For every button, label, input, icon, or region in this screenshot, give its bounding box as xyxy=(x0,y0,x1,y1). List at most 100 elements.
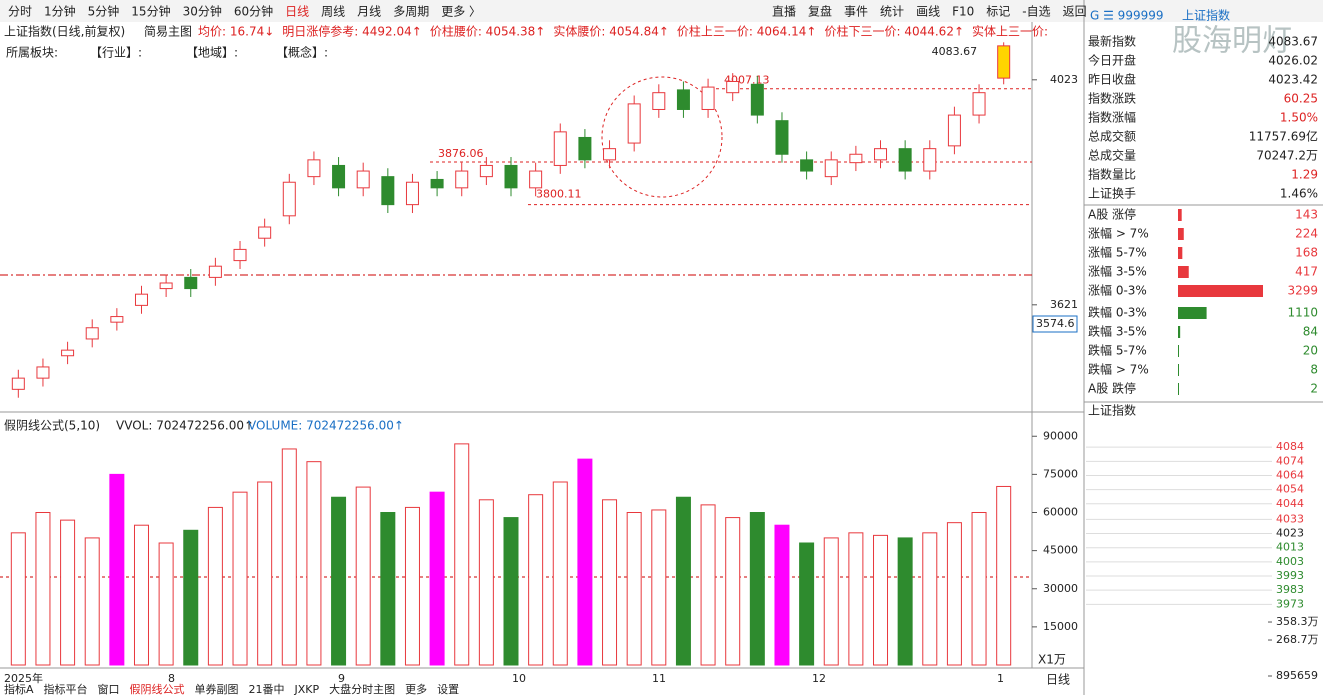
tool-button[interactable]: -自选 xyxy=(1022,5,1050,19)
quote-value: 1.29 xyxy=(1291,168,1318,182)
candle-body xyxy=(775,120,789,155)
info-item: 价柱腰价: 4054.38↑ xyxy=(430,24,546,39)
mini-tick-label: 4064 xyxy=(1276,468,1304,481)
breadth-label: 涨幅 > 7% xyxy=(1088,226,1149,241)
breadth-label: 涨幅 0-3% xyxy=(1088,283,1147,298)
sector-tag: 【行业】: xyxy=(90,46,142,60)
mini-tick-label: 3973 xyxy=(1276,597,1304,610)
mini-tick-label: 4023 xyxy=(1276,527,1304,540)
tool-button[interactable]: 直播 xyxy=(772,5,796,19)
tool-button[interactable]: 画线 xyxy=(916,5,940,19)
volume-bar xyxy=(848,532,864,666)
vol: VOLUME: 702472256.00↑ xyxy=(248,419,404,433)
tool-button[interactable]: 统计 xyxy=(880,5,904,19)
breadth-bar xyxy=(1178,247,1183,259)
period-tab[interactable]: 分时 xyxy=(8,5,32,19)
period-tab[interactable]: 更多 〉 xyxy=(441,5,481,19)
breadth-value: 224 xyxy=(1295,227,1318,241)
quote-label: 上证换手 xyxy=(1088,187,1136,201)
breadth-value: 2 xyxy=(1310,382,1318,396)
footer-tab[interactable]: 更多 xyxy=(405,682,427,695)
date-label: 12 xyxy=(812,672,826,685)
cursor-box xyxy=(1032,315,1078,333)
period-tab[interactable]: 5分钟 xyxy=(88,4,120,19)
candle-body xyxy=(627,103,641,144)
period-tab[interactable]: 多周期 xyxy=(393,5,429,19)
sector-tag: 【概念】: xyxy=(276,45,328,60)
date-label: 1 xyxy=(997,672,1004,685)
volume-bar xyxy=(429,491,445,666)
candle-body xyxy=(282,181,296,217)
period-tab[interactable]: 15分钟 xyxy=(131,4,170,19)
tool-button[interactable]: 事件 xyxy=(844,5,868,19)
breadth-bar xyxy=(1178,383,1179,395)
period-tab[interactable]: 周线 xyxy=(321,5,345,19)
candle-body xyxy=(208,265,222,278)
period-tab[interactable]: 月线 xyxy=(357,5,381,19)
quote-value: 4026.02 xyxy=(1268,54,1318,68)
volume-bar xyxy=(478,499,494,666)
mini-tick-label: 4074 xyxy=(1276,454,1304,467)
tool-button[interactable]: 标记 xyxy=(986,5,1010,19)
breadth-label: 跌幅 5-7% xyxy=(1088,343,1147,358)
period-tab[interactable]: 日线 xyxy=(285,5,309,19)
breadth-bar xyxy=(1178,345,1179,357)
footer-tab[interactable]: 窗口 xyxy=(98,682,120,695)
quote-value: 60.25 xyxy=(1284,92,1318,106)
sector-tag: 【地域】: xyxy=(186,46,238,60)
volume-bar xyxy=(281,448,297,666)
footer-tab[interactable]: 21番中 xyxy=(249,683,285,695)
v-tick-label: 30000 xyxy=(1043,582,1078,595)
info-item: 实体上三一价: xyxy=(972,24,1048,39)
candle-body xyxy=(307,159,321,178)
volume-bar xyxy=(626,512,642,666)
candle-body xyxy=(947,114,961,147)
candle-body xyxy=(972,92,986,116)
mini-vtick-label: 358.3万 xyxy=(1276,615,1319,628)
volume-bar xyxy=(133,524,149,666)
period-tab[interactable]: 30分钟 xyxy=(183,4,222,19)
candle-body xyxy=(184,276,198,290)
period-tab[interactable]: 60分钟 xyxy=(234,4,273,19)
quote-label: 指数涨幅 xyxy=(1088,110,1136,125)
footer-tab[interactable]: 指标A xyxy=(4,682,34,695)
v-tick-label: 45000 xyxy=(1043,544,1078,557)
candle-body xyxy=(134,293,148,306)
breadth-value: 3299 xyxy=(1287,284,1318,298)
info-item: 价柱下三一价: 4044.62↑ xyxy=(824,24,964,39)
watermark: 股海明灯 xyxy=(1172,24,1292,59)
candle-body xyxy=(923,148,937,172)
footer-tab[interactable]: 设置 xyxy=(437,683,459,695)
mini-title: 上证指数 xyxy=(1088,403,1136,418)
breadth-bar xyxy=(1178,307,1207,319)
level-label: 3876.06 xyxy=(438,147,484,160)
tool-button[interactable]: 复盘 xyxy=(808,4,832,19)
volume-bar xyxy=(552,481,568,666)
volume-bar xyxy=(651,509,667,666)
candle-body xyxy=(578,136,592,161)
breadth-label: 跌幅 > 7% xyxy=(1088,362,1149,377)
footer-tab[interactable]: 大盘分时主图 xyxy=(329,682,395,695)
period-label: 日线 xyxy=(1046,673,1070,687)
y-tick-label: 3621 xyxy=(1050,298,1078,311)
breadth-label: 跌幅 3-5% xyxy=(1088,324,1147,339)
period-tab[interactable]: 1分钟 xyxy=(44,4,76,19)
footer-tab[interactable]: 指标平台 xyxy=(44,682,88,695)
info-item: 明日涨停参考: 4492.04↑ xyxy=(282,24,422,39)
breadth-label: 跌幅 0-3% xyxy=(1088,305,1147,320)
footer-tab[interactable]: 假阴线公式 xyxy=(130,682,185,695)
quote-value: 70247.2万 xyxy=(1256,149,1318,163)
footer-tab[interactable]: JXKP xyxy=(294,683,320,695)
info-item: 实体腰价: 4054.84↑ xyxy=(553,24,669,39)
cursor-label: 3574.6 xyxy=(1036,317,1075,330)
volume-bar xyxy=(675,496,691,666)
tool-button[interactable]: F10 xyxy=(952,5,974,19)
breadth-value: 168 xyxy=(1295,246,1318,260)
candle-body xyxy=(824,159,838,178)
quote-label: 最新指数 xyxy=(1088,34,1136,49)
footer-tab[interactable]: 单券副图 xyxy=(195,682,239,695)
breadth-label: A股 跌停 xyxy=(1088,381,1136,396)
mini-tick-label: 4054 xyxy=(1276,483,1304,496)
candle-body xyxy=(603,148,617,161)
tool-button[interactable]: 返回 xyxy=(1063,5,1087,19)
